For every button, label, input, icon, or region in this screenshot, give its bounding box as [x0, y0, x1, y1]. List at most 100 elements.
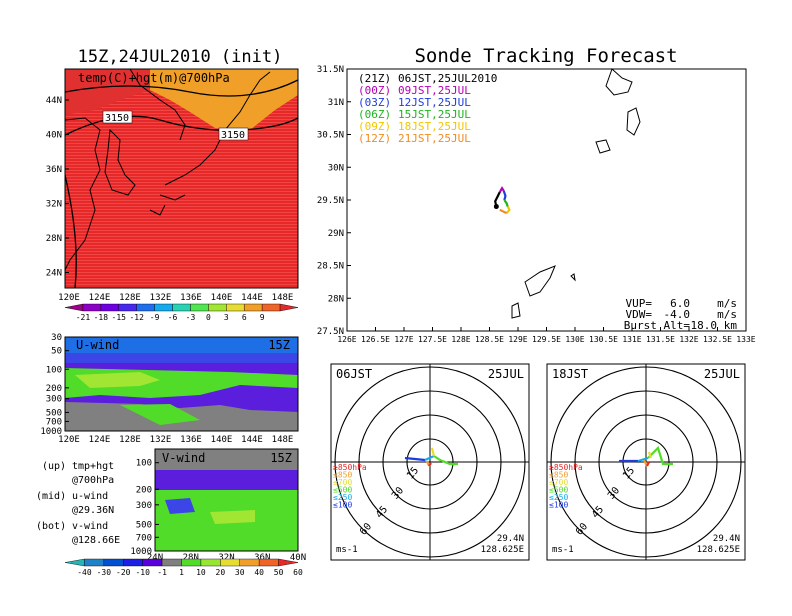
map-lat-ticks: 44N 40N 36N 32N 28N 24N [46, 96, 69, 279]
v-wind-label: V-wind [162, 451, 205, 465]
hodo-trace-5 [428, 462, 432, 467]
temp-cbar-swatch [172, 303, 191, 312]
lat-tick-32N: 32N [46, 200, 62, 210]
warm-region-orange [150, 69, 298, 130]
temp-cbar-label--3: -3 [186, 313, 196, 322]
hodo-trace-1 [424, 454, 435, 462]
legend-code-0: (00Z) [358, 84, 391, 97]
u-ptick-100: 100 [46, 365, 62, 375]
launch-point [493, 204, 499, 210]
track-lat-tick-29N: 29N [328, 229, 344, 239]
temp-cbar-swatch [154, 303, 173, 312]
lon-tick-128E: 128E [119, 293, 141, 303]
temp-cbar-label-3: 3 [224, 313, 229, 322]
track-map-frame [346, 68, 747, 332]
v-lat-tick-36N: 36N [254, 553, 270, 563]
track-lat-ticks: 31.5N 31N 30.5N 30N 29.5N 29N 28.5N 28N 27.5N [317, 65, 351, 337]
temp-cbar-swatch [190, 303, 209, 312]
hodo-unit: ms-1 [336, 545, 358, 555]
u-lon-tick-148E: 148E [272, 435, 294, 445]
u-lon-tick-144E: 144E [241, 435, 263, 445]
temp-cbar-swatch [244, 303, 263, 312]
temp-cbar-label--6: -6 [168, 313, 178, 322]
hodo-level-1: ≤850 [549, 471, 568, 480]
hodo-lat: 29.4N [497, 534, 524, 544]
hodo-trace-3 [647, 451, 653, 459]
u-ptick-500: 500 [46, 408, 62, 418]
wind-cbar-swatch [239, 558, 260, 567]
track-lon-tick-131.5E: 131.5E [646, 335, 675, 344]
hodo-time: 06JST [336, 367, 372, 381]
temp-cbar-swatch [82, 303, 102, 312]
v-wind-time: 15Z [270, 451, 292, 465]
track-lat-tick-30.5N: 30.5N [317, 131, 344, 141]
wind-cbar-swatch [142, 558, 163, 567]
wind-cbar-swatch [220, 558, 240, 567]
u-wind-label: U-wind [76, 338, 119, 352]
u-lon-tick-124E: 124E [89, 435, 111, 445]
legend-text-3: 18JST,25JUL [398, 120, 471, 133]
wind-cbar-label-30: 30 [235, 568, 245, 577]
hodo-level-3: ≤500 [333, 486, 352, 495]
v-lat-tick-28N: 28N [183, 553, 199, 563]
track-lon-tick-130E: 130E [565, 335, 584, 344]
track-lat-tick-31.5N: 31.5N [317, 65, 344, 75]
wind-cbar-label--40: -40 [77, 568, 92, 577]
legend-code-2: (06Z) [358, 108, 391, 121]
hodo-trace-2 [433, 455, 458, 466]
wind-cbar-label-40: 40 [254, 568, 264, 577]
u-lon-tick-140E: 140E [211, 435, 233, 445]
lon-tick-140E: 140E [211, 293, 233, 303]
wind-colorbar: -40 -30 -20 -10 -1 1 10 20 30 40 50 60 [64, 558, 303, 577]
hodo-level-4: ≤250 [549, 493, 568, 502]
wind-cbar-label--10: -10 [135, 568, 150, 577]
map-label: temp(C)+hgt(m)@700hPa [78, 71, 230, 85]
map-lon-ticks: 120E 124E 128E 132E 136E 140E 144E 148E [58, 293, 293, 303]
temp-cbar-swatch [64, 303, 84, 312]
u-ptick-1000: 1000 [40, 427, 62, 437]
v-pressure-ticks: 100 200 300 500 700 1000 [130, 459, 159, 557]
height-contour-3 [65, 174, 77, 288]
height-contour-2 [65, 79, 298, 97]
u-lon-tick-128E: 128E [119, 435, 141, 445]
hodo-date: 25JUL [488, 367, 524, 381]
track-series-4 [505, 206, 511, 214]
wind-cbar-label--30: -30 [97, 568, 112, 577]
track-lat-tick-28.5N: 28.5N [317, 262, 344, 272]
hodo-date: 25JUL [704, 367, 740, 381]
param-burst-unit: km [724, 319, 738, 332]
v-lat-tick-32N: 32N [218, 553, 234, 563]
v-lat-tick-40N: 40N [290, 553, 306, 563]
right-title: Sonde Tracking Forecast [414, 45, 677, 67]
wind-cbar-swatch [200, 558, 221, 567]
param-burst-value: 18.0 [691, 319, 718, 332]
wind-cbar-label-1: 1 [179, 568, 184, 577]
u-lon-ticks: 120E 124E 128E 132E 136E 140E 144E 148E [58, 435, 293, 445]
hodo-trace-5 [646, 461, 650, 467]
wind-cbar-swatch [64, 558, 85, 567]
u-ptick-200: 200 [46, 384, 62, 394]
track-lon-tick-131E: 131E [622, 335, 641, 344]
v-lat-tick-24N: 24N [147, 553, 163, 563]
track-params: VUP= 6.0 m/s VDW= -4.0 m/s Burst Alt= 18… [624, 297, 738, 332]
legend-text-2: 15JST,25JUL [398, 108, 471, 121]
u-lon-tick-120E: 120E [58, 435, 80, 445]
lat-tick-24N: 24N [46, 269, 62, 279]
note-mid-sub: @29.36N [72, 505, 114, 516]
track-series-1 [498, 186, 505, 193]
wind-cbar-label--1: -1 [157, 568, 167, 577]
hodograph-18jst: 18JST 25JUL29.4N128.625Ems-115304560≥850h… [546, 363, 746, 561]
legend-text-1: 12JST,25JUL [398, 96, 471, 109]
u-wind-panel [65, 337, 298, 431]
launch-code: (21Z) [358, 72, 391, 85]
temp-colorbar: -21 -18 -15 -12 -9 -6 -3 0 3 6 9 [64, 303, 299, 322]
u-ptick-700: 700 [46, 417, 62, 427]
note-up-sub: @700hPa [72, 475, 114, 486]
hodo-level-1: ≤850 [333, 471, 352, 480]
lat-tick-40N: 40N [46, 131, 62, 141]
temp-cbar-label-0: 0 [206, 313, 211, 322]
v-ptick-1000: 1000 [130, 547, 152, 557]
v-ptick-200: 200 [136, 485, 152, 495]
